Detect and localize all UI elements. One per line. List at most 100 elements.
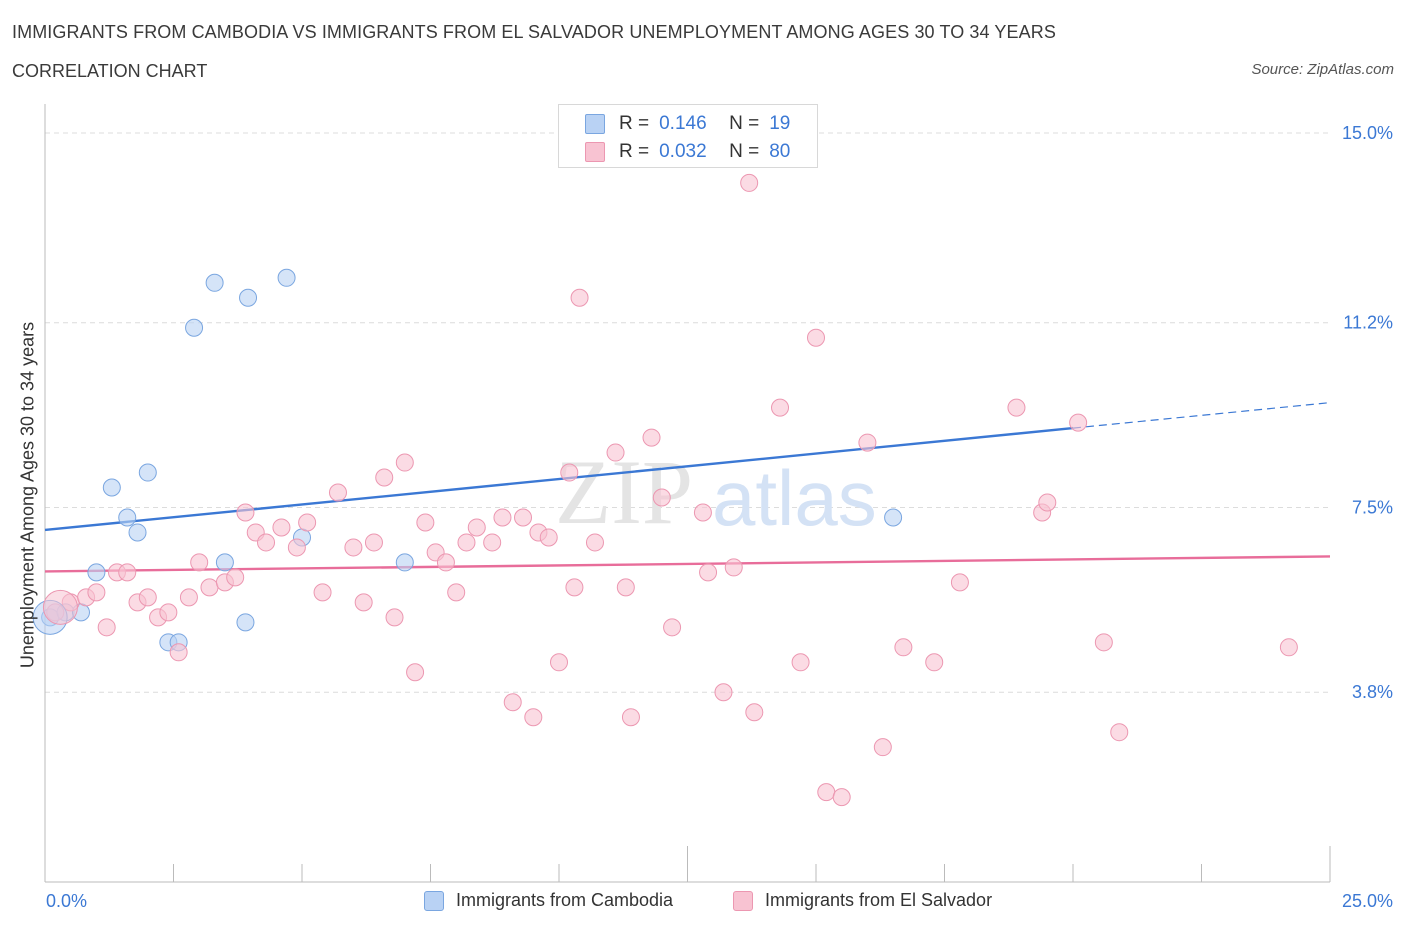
scatter-point xyxy=(87,583,106,602)
scatter-point xyxy=(1038,493,1057,512)
n-label: N = xyxy=(729,141,760,162)
scatter-point xyxy=(185,318,204,337)
scatter-point xyxy=(745,703,764,722)
scatter-point xyxy=(200,578,219,597)
scatter-point xyxy=(236,613,255,632)
scatter-point xyxy=(215,553,234,572)
scatter-point xyxy=(467,518,486,537)
scatter-point xyxy=(239,288,258,307)
scatter-point xyxy=(550,653,568,672)
n-value-cambodia: 19 xyxy=(769,113,791,134)
scatter-point xyxy=(950,573,969,592)
scatter-point xyxy=(1110,723,1129,742)
scatter-point xyxy=(606,443,625,462)
scatter-point xyxy=(436,553,455,572)
scatter-point xyxy=(621,708,640,727)
y-tick-labels: 3.8% 7.5% 11.2% 15.0% xyxy=(1342,123,1393,702)
chart-subtitle: CORRELATION CHART xyxy=(12,61,208,81)
watermark-zip: ZIP xyxy=(555,441,693,543)
scatter-point xyxy=(514,508,533,527)
y-tick-label: 11.2% xyxy=(1343,313,1393,333)
scatter-point xyxy=(226,568,245,587)
legend-item-el-salvador[interactable]: Immigrants from El Salvador xyxy=(733,890,992,911)
scatter-point xyxy=(807,328,825,347)
scatter-point-large xyxy=(42,589,78,625)
scatter-point xyxy=(524,708,543,727)
scatter-point xyxy=(817,783,836,802)
n-value-el-salvador: 80 xyxy=(769,141,791,162)
scatter-point xyxy=(832,788,851,807)
scatter-point xyxy=(190,553,209,572)
scatter-point xyxy=(565,578,584,597)
scatter-point xyxy=(344,538,363,557)
scatter-point xyxy=(585,533,604,552)
scatter-point xyxy=(570,288,589,307)
watermark-atlas: atlas xyxy=(712,454,877,542)
scatter-point xyxy=(395,553,414,572)
y-tick-label: 3.8% xyxy=(1352,682,1393,702)
source-label: Source: ZipAtlas.com xyxy=(1251,61,1394,78)
series-legend: Immigrants from Cambodia Immigrants from… xyxy=(0,890,1406,916)
legend-label-cambodia: Immigrants from Cambodia xyxy=(456,890,674,910)
scatter-point xyxy=(771,398,790,417)
r-label: R = xyxy=(619,141,650,162)
stats-row-el-salvador: R = 0.032 N = 80 xyxy=(585,139,790,165)
scatter-point xyxy=(236,503,255,522)
chart-title: IMMIGRANTS FROM CAMBODIA VS IMMIGRANTS F… xyxy=(12,22,1056,42)
scatter-point xyxy=(179,588,198,607)
scatter-point xyxy=(1007,398,1026,417)
trend-line xyxy=(44,555,1331,573)
scatter-point xyxy=(925,653,944,672)
trend-line-extension xyxy=(1072,402,1331,429)
scatter-point xyxy=(138,588,157,607)
scatter-point xyxy=(257,533,276,552)
axis-layer xyxy=(44,104,1331,883)
legend-swatch-cambodia xyxy=(424,890,444,911)
n-label: N = xyxy=(729,113,760,134)
scatter-point xyxy=(169,643,188,662)
scatter-point xyxy=(1069,413,1088,432)
scatter-point xyxy=(539,528,558,547)
grid-layer xyxy=(45,132,1330,693)
scatter-point xyxy=(395,453,414,472)
scatter-point xyxy=(272,518,291,537)
legend-item-cambodia[interactable]: Immigrants from Cambodia xyxy=(424,890,673,911)
y-tick-label: 7.5% xyxy=(1352,497,1393,517)
scatter-point xyxy=(159,603,178,622)
scatter-point xyxy=(791,653,810,672)
scatter-point xyxy=(483,533,502,552)
scatter-point xyxy=(652,488,671,507)
y-axis-label: Unemployment Among Ages 30 to 34 years xyxy=(17,321,38,669)
x-tick-label-min: 0.0% xyxy=(46,891,88,911)
scatter-point xyxy=(287,538,306,557)
scatter-point xyxy=(354,593,373,612)
scatter-point xyxy=(1094,633,1113,652)
scatter-point xyxy=(447,583,466,602)
scatter-point xyxy=(616,578,635,597)
scatter-point xyxy=(385,608,404,627)
legend-swatch-cambodia xyxy=(585,114,605,134)
scatter-point xyxy=(328,483,347,502)
scatter-point xyxy=(740,173,759,192)
scatter-point xyxy=(406,663,425,682)
scatter-point xyxy=(642,428,661,447)
legend-label-el-salvador: Immigrants from El Salvador xyxy=(765,890,993,910)
scatter-point xyxy=(724,558,743,577)
scatter-point xyxy=(693,503,712,522)
scatter-point xyxy=(416,513,435,532)
r-label: R = xyxy=(619,113,650,134)
r-value-el-salvador: 0.032 xyxy=(659,141,707,162)
scatter-point xyxy=(313,583,332,602)
scatter-point xyxy=(375,468,394,487)
scatter-point xyxy=(873,738,892,757)
scatter-point xyxy=(97,618,116,637)
scatter-point xyxy=(128,523,147,542)
scatter-point xyxy=(663,618,682,637)
scatter-point xyxy=(1279,638,1298,657)
scatter-point xyxy=(87,563,106,582)
scatter-point xyxy=(858,433,877,452)
scatter-point xyxy=(364,533,383,552)
scatter-point xyxy=(138,463,157,482)
scatter-point xyxy=(457,533,476,552)
stats-row-cambodia: R = 0.146 N = 19 xyxy=(585,111,790,137)
